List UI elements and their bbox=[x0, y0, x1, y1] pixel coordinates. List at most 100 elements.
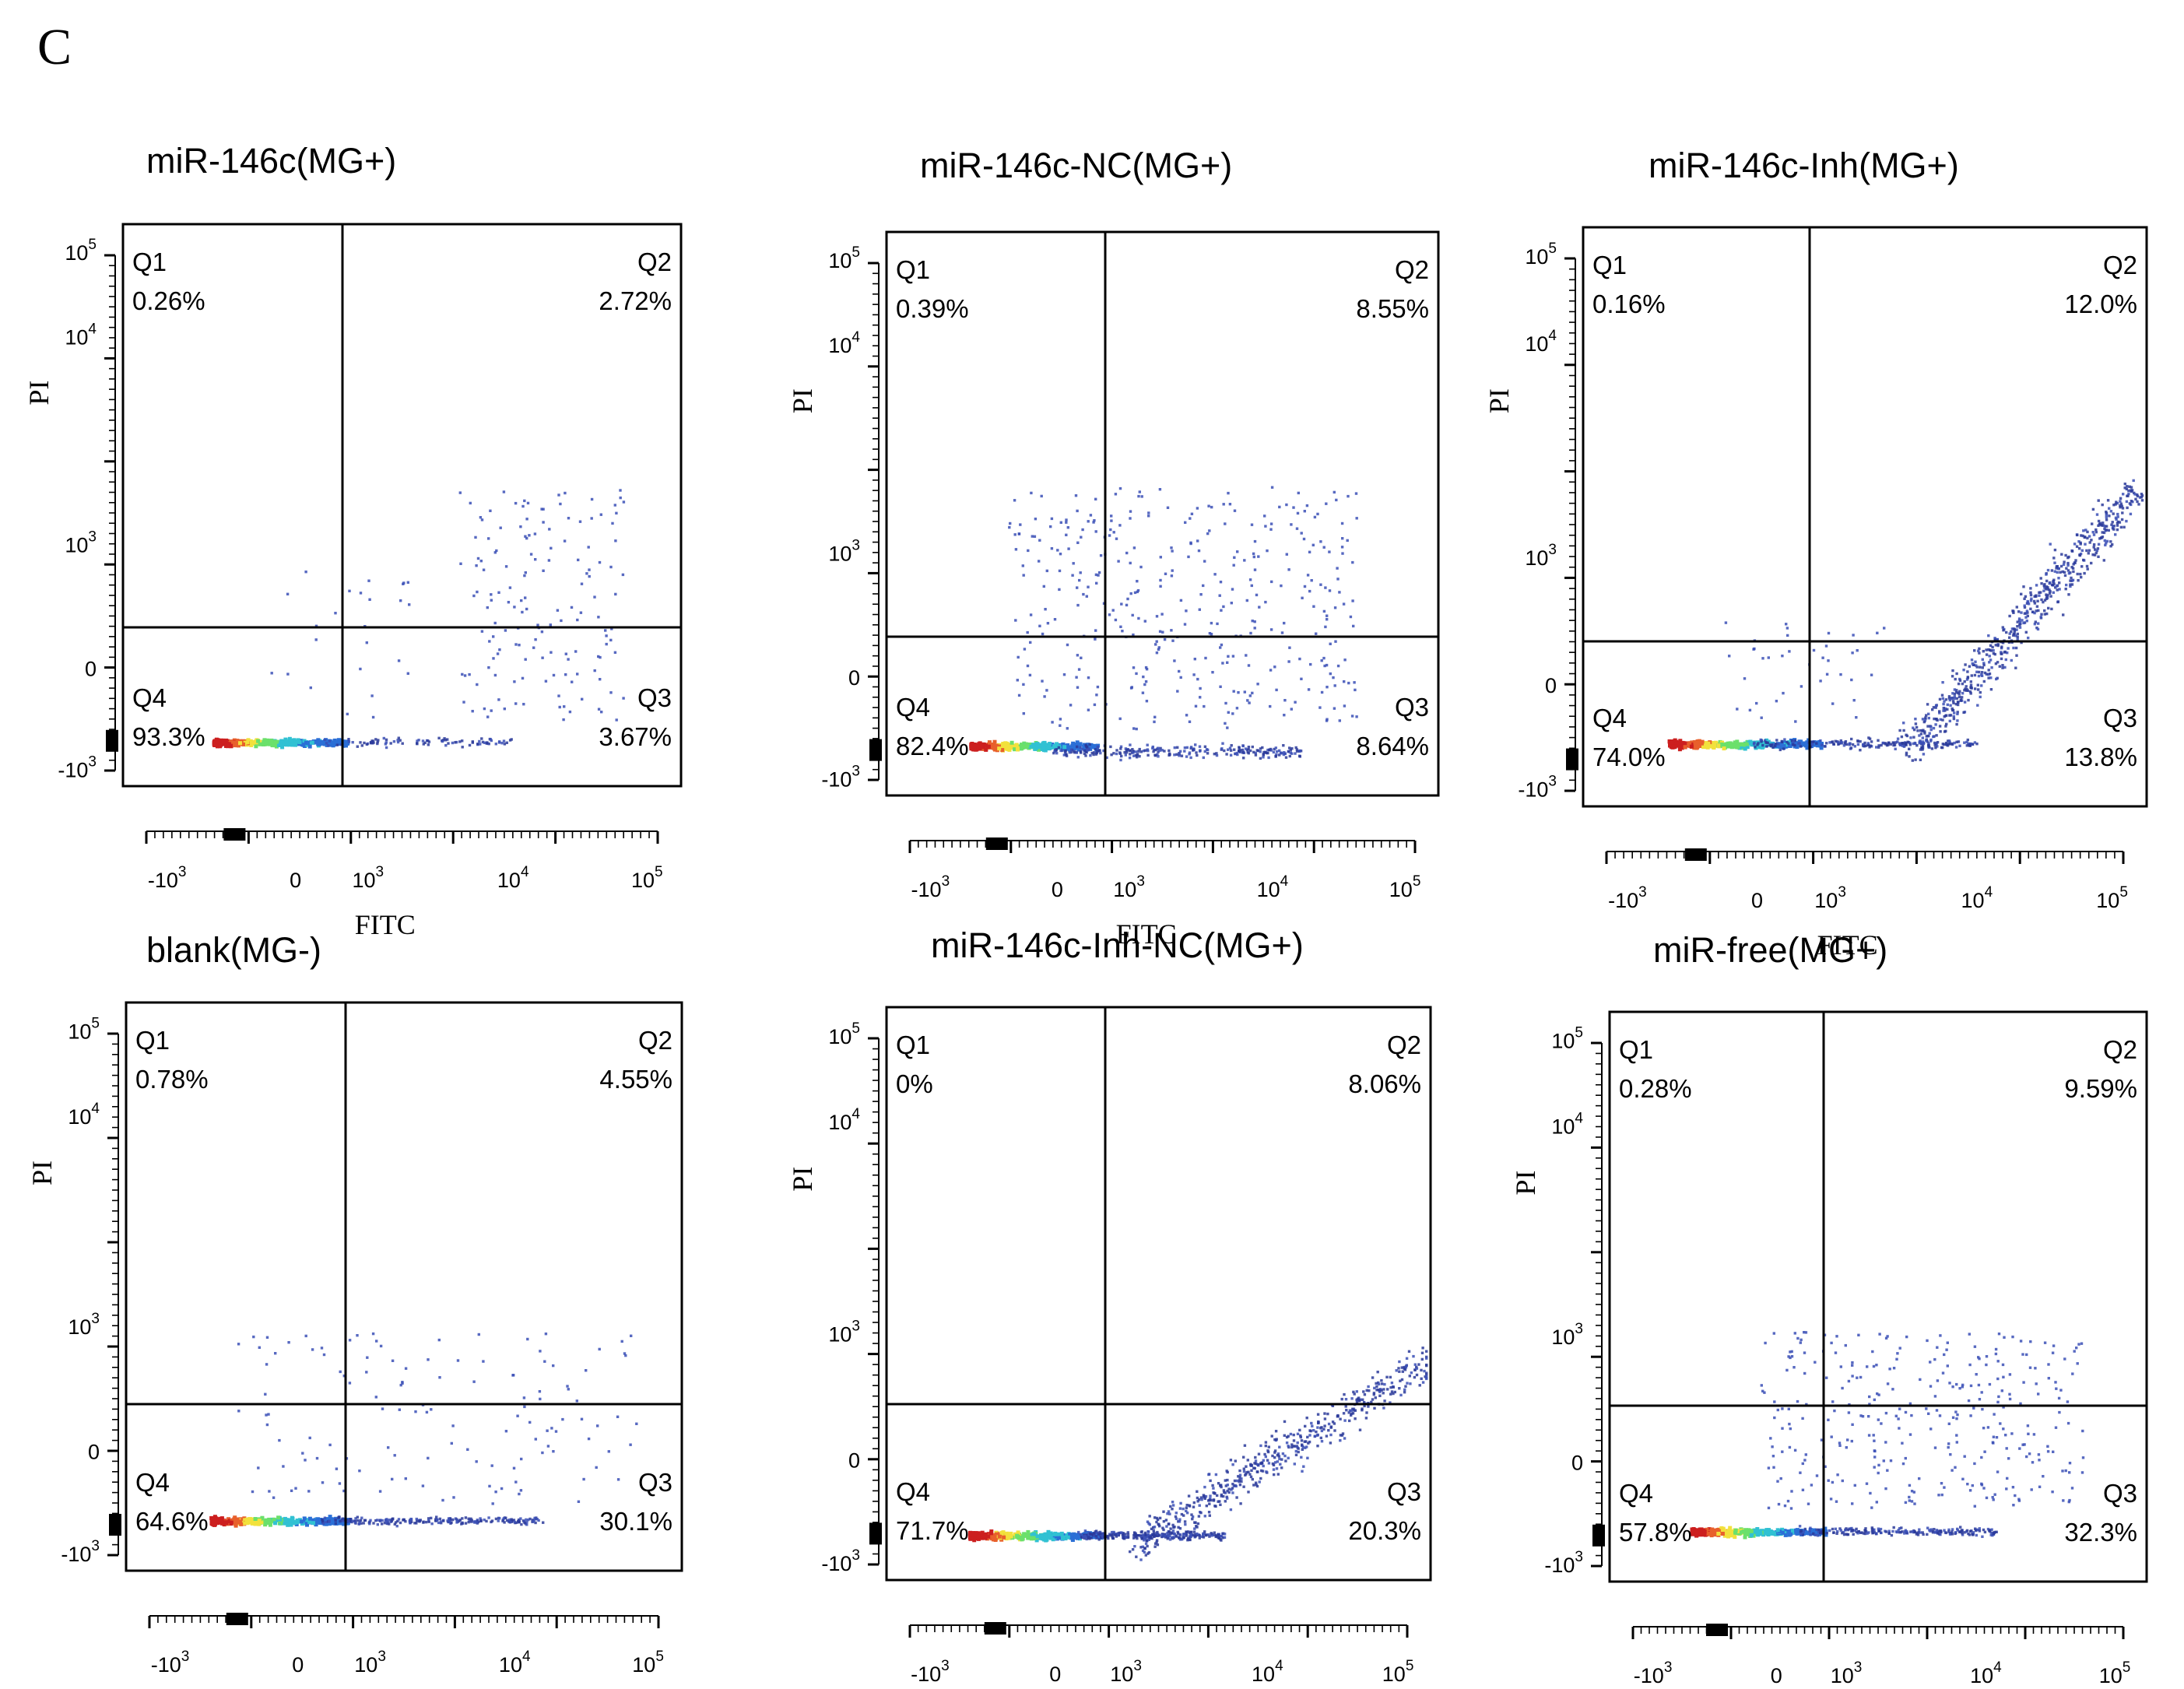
data-point bbox=[1094, 1535, 1097, 1538]
data-point bbox=[513, 680, 516, 683]
data-point bbox=[459, 562, 462, 565]
data-point bbox=[1045, 689, 1048, 692]
data-point bbox=[1812, 740, 1815, 743]
data-point bbox=[333, 740, 337, 745]
data-point bbox=[1670, 740, 1674, 745]
data-point bbox=[391, 1359, 395, 1362]
data-point bbox=[564, 673, 567, 676]
data-point bbox=[2045, 579, 2049, 583]
data-point bbox=[1214, 1473, 1218, 1477]
data-point bbox=[368, 598, 371, 601]
data-point bbox=[1199, 686, 1202, 690]
data-point bbox=[265, 1336, 269, 1339]
data-point bbox=[391, 1518, 394, 1521]
data-point bbox=[1787, 742, 1790, 745]
data-point bbox=[567, 1388, 570, 1391]
data-point bbox=[1355, 517, 1358, 520]
data-point bbox=[1706, 741, 1711, 746]
data-point bbox=[1198, 750, 1202, 753]
data-point bbox=[1325, 618, 1329, 621]
data-point bbox=[486, 606, 489, 609]
data-point bbox=[1954, 690, 1958, 694]
y-tick-label: 105 bbox=[828, 244, 860, 272]
data-point bbox=[1058, 588, 1061, 592]
data-point bbox=[1290, 1445, 1294, 1448]
data-point bbox=[1851, 651, 1854, 655]
data-point bbox=[1921, 748, 1924, 751]
data-point bbox=[1301, 1448, 1304, 1451]
data-point bbox=[1099, 1536, 1103, 1540]
data-point bbox=[274, 1352, 277, 1355]
data-point bbox=[2114, 533, 2117, 536]
data-point bbox=[1425, 1355, 1428, 1359]
data-point bbox=[1184, 521, 1187, 524]
data-point bbox=[1280, 1458, 1283, 1461]
data-point bbox=[323, 1516, 327, 1519]
data-point bbox=[1278, 505, 1281, 509]
scatter-points bbox=[969, 486, 1358, 762]
data-point bbox=[1196, 753, 1199, 757]
data-point bbox=[1389, 1392, 1392, 1396]
data-point bbox=[490, 1519, 494, 1522]
data-point bbox=[376, 742, 379, 746]
data-point bbox=[1137, 1534, 1141, 1537]
data-point bbox=[502, 490, 506, 493]
data-point bbox=[337, 739, 342, 744]
data-point bbox=[1015, 1534, 1020, 1539]
data-point bbox=[2037, 609, 2040, 613]
data-point bbox=[518, 644, 521, 647]
data-point bbox=[1245, 599, 1248, 602]
data-point bbox=[1160, 749, 1164, 752]
data-point bbox=[1043, 1532, 1048, 1536]
data-point bbox=[1304, 1446, 1307, 1449]
data-point bbox=[1275, 1467, 1279, 1470]
data-point bbox=[1227, 655, 1230, 658]
data-point bbox=[365, 641, 368, 644]
data-point bbox=[1085, 750, 1088, 753]
data-point bbox=[1173, 746, 1176, 750]
data-point bbox=[2127, 489, 2130, 493]
data-point bbox=[1170, 1531, 1173, 1534]
data-point bbox=[546, 1445, 550, 1448]
data-point bbox=[1166, 1512, 1169, 1515]
data-point bbox=[1951, 742, 1954, 746]
data-point bbox=[2066, 569, 2070, 572]
data-point bbox=[1988, 672, 1992, 676]
data-point bbox=[282, 1465, 285, 1468]
data-point bbox=[969, 1535, 974, 1540]
data-point bbox=[1186, 1537, 1190, 1541]
data-point bbox=[233, 1522, 238, 1526]
data-point bbox=[464, 1516, 468, 1519]
data-point bbox=[1354, 492, 1358, 495]
data-point bbox=[2128, 502, 2132, 505]
data-point bbox=[2140, 494, 2144, 497]
data-point bbox=[1209, 1494, 1212, 1498]
data-point bbox=[1390, 1382, 1394, 1385]
data-point bbox=[1306, 574, 1310, 577]
data-point bbox=[430, 1408, 433, 1411]
data-point bbox=[346, 1520, 350, 1523]
data-point bbox=[1775, 743, 1778, 748]
data-point bbox=[1192, 1530, 1196, 1533]
data-point bbox=[486, 715, 490, 718]
data-point bbox=[1029, 1536, 1034, 1541]
data-point bbox=[243, 740, 248, 745]
data-point bbox=[462, 701, 465, 704]
data-point bbox=[1954, 677, 1957, 681]
data-point bbox=[1166, 1531, 1169, 1535]
data-point bbox=[1076, 746, 1081, 751]
data-point bbox=[1283, 714, 1286, 717]
data-point bbox=[1299, 1434, 1302, 1438]
data-point bbox=[311, 1521, 315, 1526]
quadrant-percent: 8.55% bbox=[1356, 294, 1429, 323]
data-point bbox=[1953, 741, 1956, 745]
data-point bbox=[577, 1500, 581, 1503]
data-point bbox=[1124, 1533, 1127, 1536]
data-point bbox=[365, 1371, 368, 1374]
data-point bbox=[1318, 706, 1322, 709]
data-point bbox=[1938, 697, 1942, 701]
data-point bbox=[2014, 646, 2018, 650]
data-point bbox=[2017, 617, 2021, 620]
data-point bbox=[475, 1460, 478, 1463]
data-point bbox=[488, 1484, 491, 1488]
